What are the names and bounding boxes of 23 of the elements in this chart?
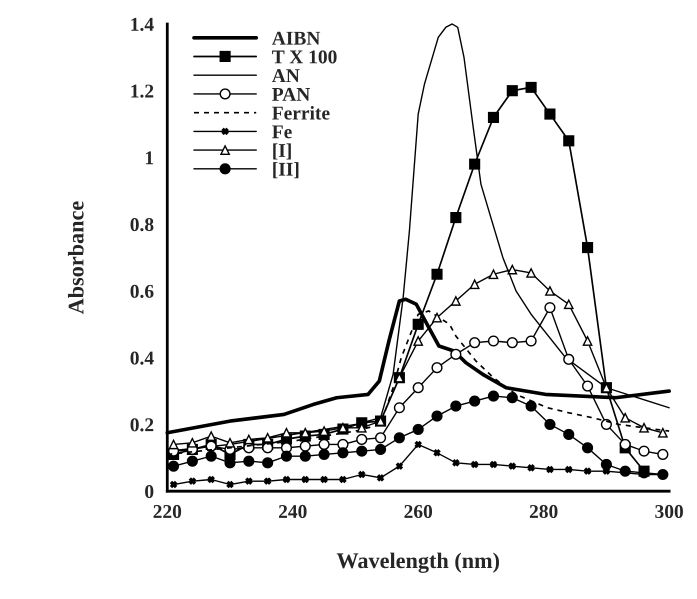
legend-label: PAN [272,88,310,101]
legend-label: Fe [272,125,292,138]
y-tick-label: 0 [145,484,154,498]
y-tick-label: 0.4 [130,352,154,365]
y-tick-label: 0.8 [130,218,154,232]
x-axis-title: Wavelength (nm) [336,552,500,573]
y-tick-label: 1 [146,151,154,164]
x-tick-label: 260 [404,504,432,518]
legend-label: AN [272,69,300,82]
legend-label: AIBN [272,32,320,45]
y-tick-label: 0.2 [130,418,154,432]
x-tick-label: 240 [278,504,307,518]
y-axis-title: Absorbance [68,201,84,314]
y-tick-label: 1.2 [131,84,154,98]
legend-label: [II] [273,162,298,178]
y-tick-label: 0.6 [130,284,154,298]
legend-label: [I] [273,143,291,160]
legend-label: Ferrite [272,106,330,120]
y-tick-label: 1.4 [131,18,154,31]
x-tick-label: 300 [655,504,683,518]
legend-label: T X 100 [272,50,337,64]
x-tick-label: 280 [530,504,558,518]
x-tick-label: 220 [154,504,182,518]
